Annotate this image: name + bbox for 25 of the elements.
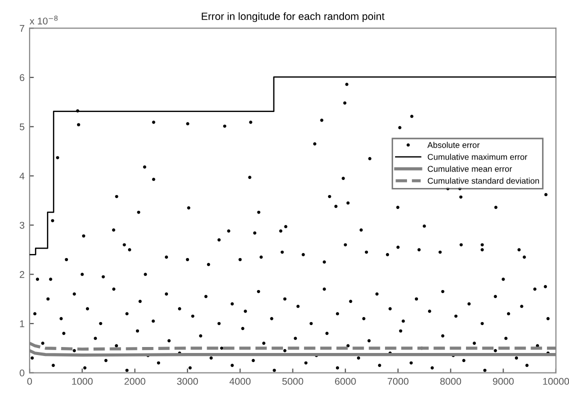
y-tick-label: 4 — [20, 172, 24, 180]
legend-label: Cumulative standard deviation — [428, 178, 539, 184]
x-tick-label: 6000 — [335, 378, 356, 385]
y-tick-label: 2 — [20, 271, 24, 278]
x-tick-label: 10000 — [543, 378, 569, 385]
x-tick-label: 7000 — [388, 378, 408, 385]
legend-label: Cumulative mean error — [428, 166, 512, 172]
x-tick-label: 9000 — [492, 378, 514, 385]
y-tick-label: 1 — [20, 320, 24, 328]
text: x 10$^{−8}$ — [30, 16, 58, 24]
x-tick-label: 8000 — [440, 378, 462, 385]
y-tick-label: 5 — [20, 123, 24, 130]
y-tick-label: 0 — [20, 370, 24, 376]
x-tick-label: 0 — [27, 378, 32, 385]
x-tick-label: 3000 — [177, 378, 198, 385]
x-tick-label: 4000 — [230, 378, 251, 385]
y-tick-label: 7 — [20, 25, 24, 32]
x-tick-label: 1000 — [72, 378, 93, 385]
x-tick-label: 5000 — [282, 378, 304, 385]
legend-label: Cumulative maximum error — [428, 154, 528, 160]
chart-title: Error in longitude for each random point — [202, 12, 384, 22]
y-tick-label: 3 — [20, 222, 24, 229]
y-tick-label: 6 — [20, 74, 24, 82]
x-tick-label: 2000 — [124, 378, 146, 385]
legend-label: Absolute error — [427, 142, 480, 148]
